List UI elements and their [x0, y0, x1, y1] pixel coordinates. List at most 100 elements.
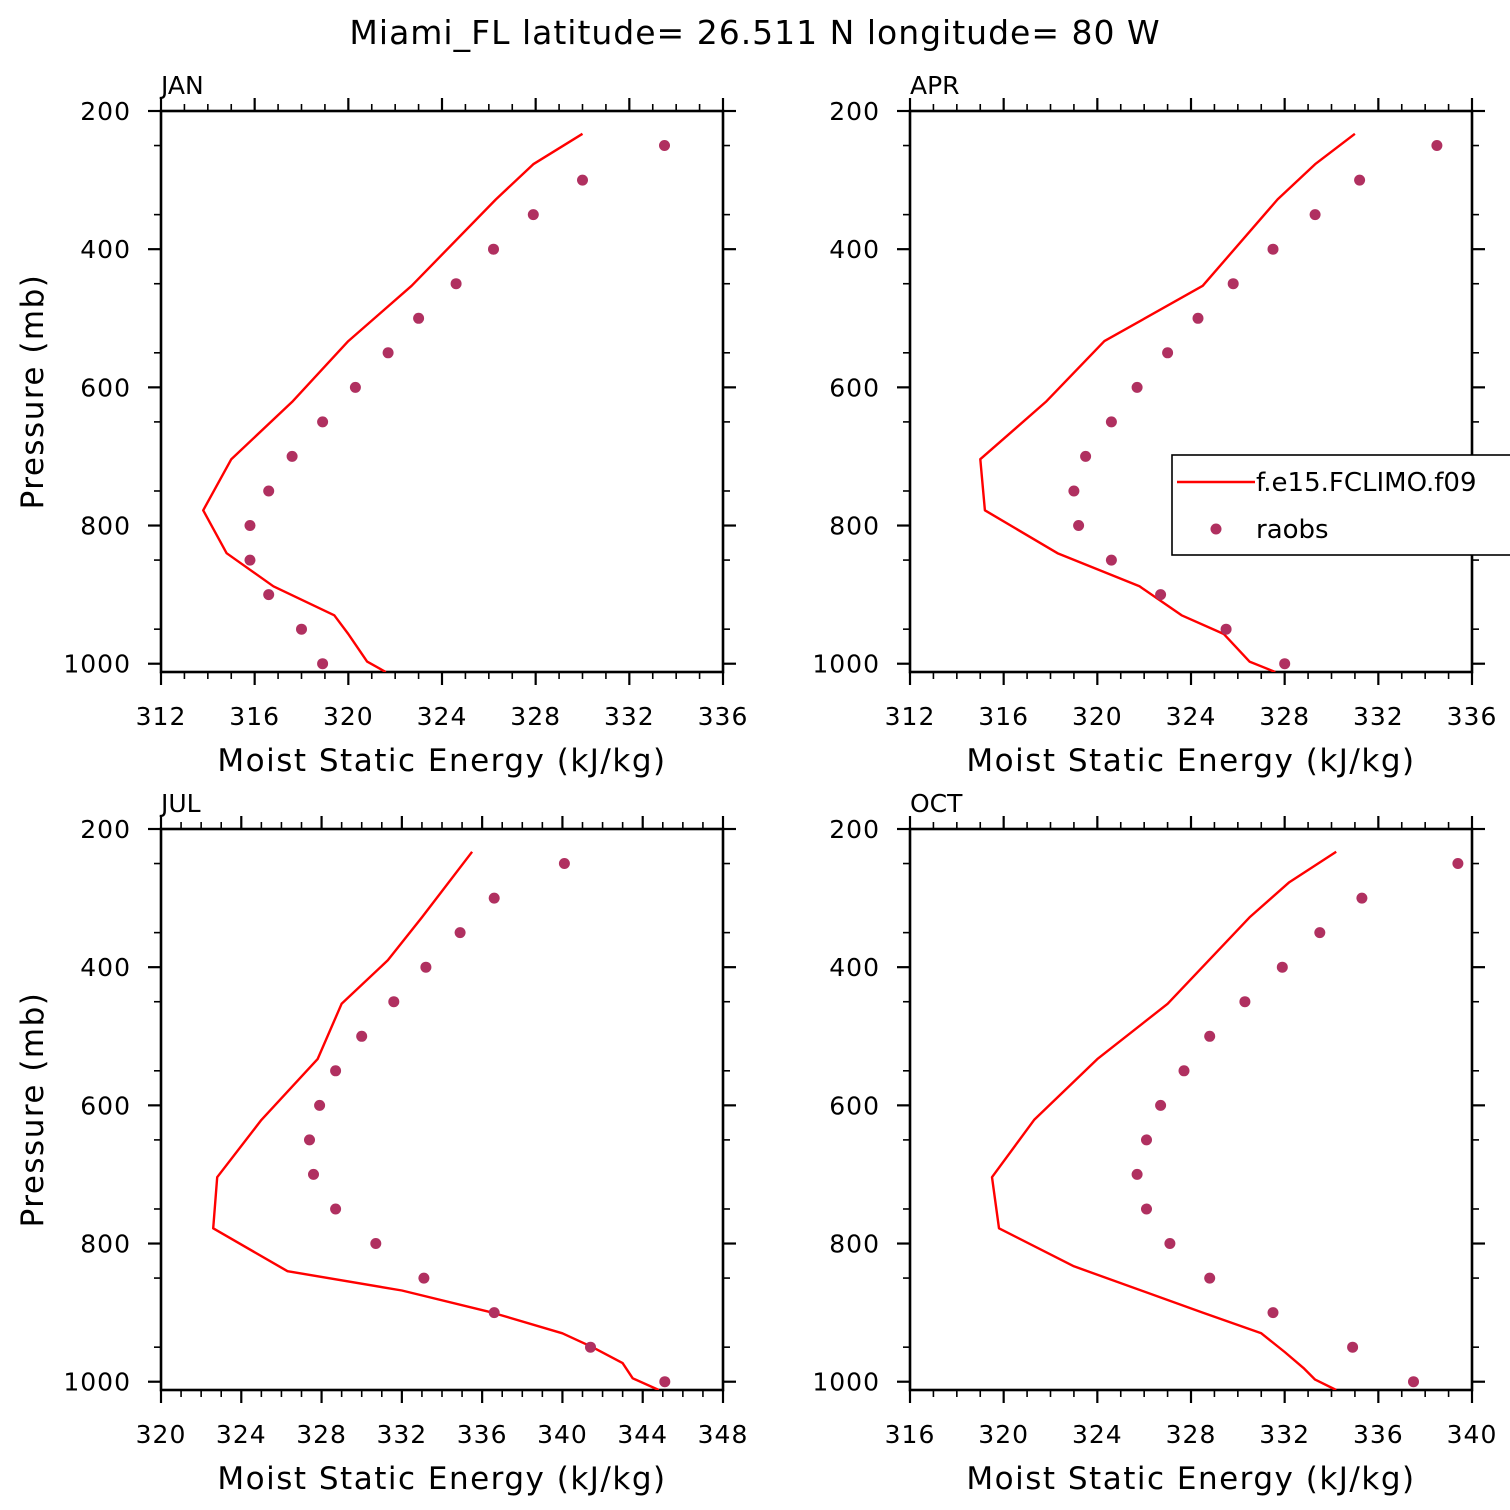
x-tick-label: 320 — [323, 702, 374, 731]
y-tick-label: 1000 — [63, 1368, 131, 1397]
obs-point — [1192, 312, 1204, 324]
x-tick-label: 316 — [978, 702, 1029, 731]
x-tick-label: 340 — [537, 1420, 588, 1449]
obs-point — [388, 996, 400, 1008]
y-tick-label: 600 — [80, 373, 131, 402]
obs-point — [317, 416, 329, 428]
y-tick-label: 600 — [829, 373, 880, 402]
obs-point — [314, 1099, 326, 1111]
obs-point — [1141, 1203, 1152, 1215]
obs-point — [1204, 1030, 1216, 1042]
legend: f.e15.FCLIMO.f09 raobs — [1171, 454, 1510, 556]
y-tick-label: 800 — [829, 1230, 880, 1259]
panel-apr: APR 312 316 320 324 328 332 336 200 400 600 800 1000… — [812, 71, 1498, 779]
x-tick-label: 312 — [885, 702, 936, 731]
obs-point — [1276, 961, 1288, 973]
obs-point — [308, 1168, 319, 1180]
obs-point — [1431, 140, 1443, 151]
obs-point — [1227, 278, 1239, 290]
obs-point — [349, 381, 361, 393]
obs-point — [263, 589, 275, 601]
plot-frame — [159, 109, 725, 674]
y-tick-label: 200 — [829, 97, 880, 126]
x-tick-label: 320 — [978, 1420, 1029, 1449]
obs-point — [1279, 658, 1291, 670]
x-tick-label: 324 — [216, 1420, 267, 1449]
panel-title-oct: OCT — [910, 789, 963, 818]
obs-point — [1073, 520, 1085, 531]
obs-point — [1354, 174, 1366, 186]
obs-point — [1131, 1168, 1143, 1180]
obs-point — [296, 623, 307, 635]
x-tick-label: 344 — [617, 1420, 668, 1449]
y-axis-label: Pressure (mb) — [15, 274, 51, 510]
x-tick-label: 320 — [1072, 702, 1123, 731]
y-tick-label: 800 — [80, 512, 131, 541]
panel-title-jul: JUL — [159, 789, 201, 818]
obs-point — [317, 658, 329, 670]
plot-frame — [908, 109, 1474, 674]
obs-point — [356, 1030, 368, 1042]
obs-point — [577, 174, 588, 186]
y-tick-label: 800 — [80, 1230, 131, 1259]
x-tick-label: 324 — [1166, 702, 1217, 731]
obs-point — [1164, 1238, 1176, 1249]
panel-jan: JAN 312 316 320 324 328 332 336 200 400 600 800 1000… — [15, 71, 749, 779]
y-axis-label: Pressure (mb) — [15, 992, 51, 1228]
y-tick-label: 200 — [80, 97, 131, 126]
x-tick-label: 312 — [136, 702, 187, 731]
y-tick-label: 600 — [80, 1091, 131, 1120]
legend-obs-label: raobs — [1256, 515, 1329, 545]
x-tick-label: 332 — [1259, 1420, 1310, 1449]
panel-jul: JUL 320 324 328 332 336 340 344 348 200 400 600 800 1… — [15, 789, 747, 1497]
obs-point — [1267, 243, 1279, 255]
legend-box — [1171, 454, 1510, 556]
series-line-model — [211, 851, 660, 1390]
x-tick-label: 328 — [1166, 1420, 1217, 1449]
y-tick-label: 1000 — [63, 650, 131, 679]
obs-point — [1105, 554, 1117, 566]
x-tick-label: 320 — [136, 1420, 187, 1449]
y-tick-label: 400 — [829, 235, 880, 264]
obs-point — [1162, 347, 1174, 359]
obs-point — [1309, 209, 1321, 221]
legend-obs-marker — [1210, 523, 1222, 535]
x-tick-label: 324 — [1072, 1420, 1123, 1449]
obs-point — [1068, 485, 1080, 497]
obs-point — [1178, 1065, 1190, 1077]
legend-model-label: f.e15.FCLIMO.f09 — [1256, 468, 1476, 498]
obs-point — [1314, 927, 1326, 939]
obs-point — [1204, 1272, 1216, 1284]
obs-point — [1141, 1134, 1152, 1146]
plot-frame — [159, 827, 725, 1392]
x-tick-label: 316 — [885, 1420, 936, 1449]
x-tick-label: 332 — [376, 1420, 427, 1449]
x-tick-label: 336 — [698, 702, 749, 731]
obs-point — [1105, 416, 1117, 428]
y-tick-label: 400 — [80, 235, 131, 264]
obs-point — [527, 209, 539, 221]
y-tick-label: 600 — [829, 1091, 880, 1120]
x-axis-label: Moist Static Energy (kJ/kg) — [217, 743, 666, 779]
obs-point — [263, 485, 275, 497]
obs-point — [488, 892, 500, 904]
y-tick-label: 800 — [829, 512, 880, 541]
obs-point — [585, 1341, 596, 1353]
obs-point — [370, 1238, 382, 1249]
x-tick-label: 336 — [1447, 702, 1498, 731]
obs-point — [1080, 450, 1092, 462]
y-tick-label: 200 — [80, 815, 131, 844]
panel-oct: OCT 316 320 324 328 332 336 340 200 400 600 800 1000… — [812, 789, 1496, 1497]
obs-point — [286, 450, 298, 462]
panel-title-jan: JAN — [159, 71, 204, 100]
obs-point — [454, 927, 466, 939]
y-tick-label: 400 — [80, 953, 131, 982]
obs-point — [420, 961, 432, 973]
obs-point — [1452, 858, 1464, 869]
obs-point — [659, 1376, 671, 1388]
x-axis-label: Moist Static Energy (kJ/kg) — [217, 1461, 666, 1497]
figure-title: Miami_FL latitude= 26.511 N longitude= 8… — [349, 13, 1160, 52]
obs-point — [488, 243, 499, 255]
panels: JAN 312 316 320 324 328 332 336 200 400 600 800 1000… — [15, 71, 1498, 1497]
plot-area — [211, 851, 671, 1390]
